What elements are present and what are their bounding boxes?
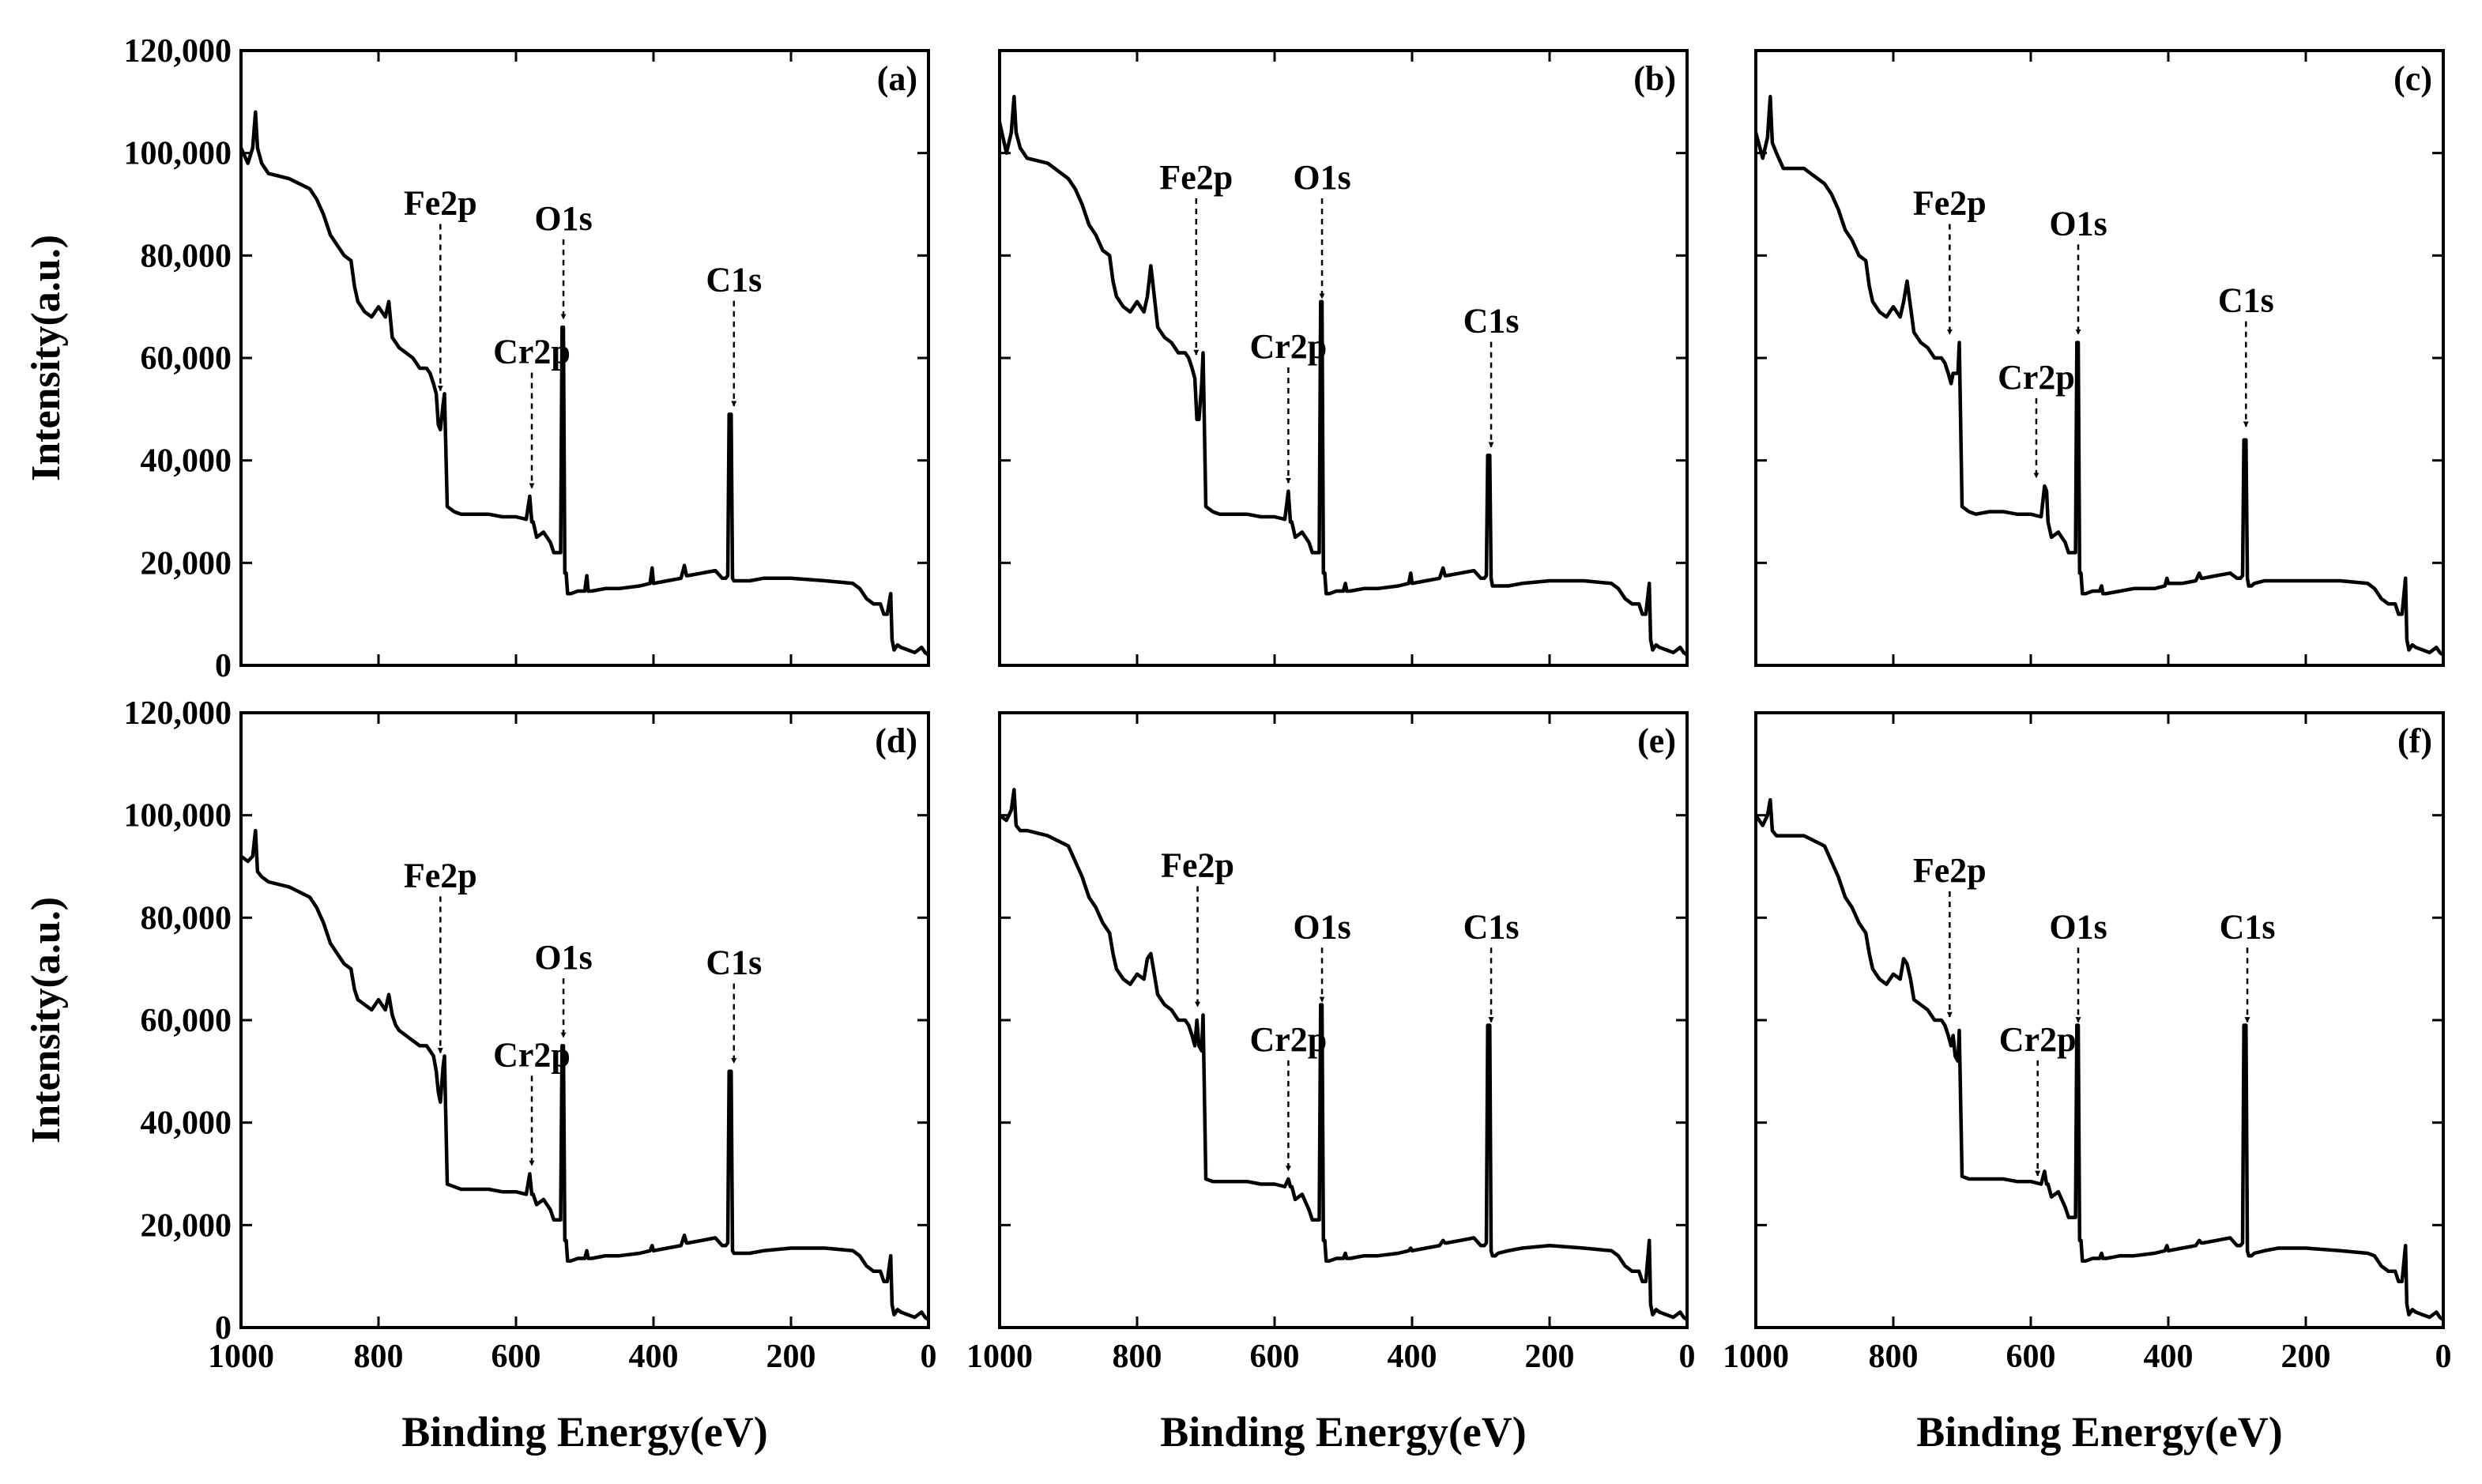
peak-label-c1s: C1s [706, 261, 762, 299]
spectrum-line [998, 788, 1689, 1322]
peak-label-c1s: C1s [1463, 302, 1520, 341]
y-tick-label: 40,000 [141, 1105, 232, 1142]
y-tick-label: 20,000 [141, 1207, 232, 1244]
x-tick-label: 200 [766, 1339, 816, 1375]
panel-a: 0 20,000 40,000 60,000 80,000 100,000 120,000 (… [24, 33, 930, 684]
y-tick-label: 100,000 [124, 136, 232, 172]
y-tick-label: 120,000 [124, 33, 232, 70]
y-tick-label: 0 [215, 1310, 232, 1347]
x-tick-label: 800 [1113, 1339, 1162, 1375]
x-axis-title: Binding Energy(eV) [1916, 1408, 2283, 1456]
x-tick-label: 1000 [966, 1339, 1033, 1375]
peak-label-o1s: O1s [1293, 907, 1350, 946]
panel-d: 0 20,000 40,000 60,000 80,000 100,000 120,000 1… [24, 695, 937, 1456]
peak-label-c1s: C1s [2220, 907, 2276, 946]
y-tick-label: 20,000 [141, 545, 232, 582]
x-tick-label: 400 [2144, 1339, 2194, 1375]
y-tick-label: 120,000 [124, 695, 232, 732]
x-tick-label: 1000 [208, 1339, 274, 1375]
panel-e: 1000 800 600 400 200 0 (e) Fe2p Cr2p O1s C1s Bindin… [966, 711, 1696, 1456]
y-tick-label: 80,000 [141, 900, 232, 936]
peak-label-cr2p: Cr2p [493, 1035, 571, 1074]
y-axis-title: Intensity(a.u.) [24, 897, 69, 1143]
plot-frame [1754, 711, 2445, 1329]
x-tick-label: 600 [492, 1339, 541, 1375]
peak-label-fe2p: Fe2p [1161, 846, 1234, 884]
x-tick-label: 0 [1679, 1339, 1696, 1375]
plot-frame [998, 711, 1689, 1329]
x-tick-label: 0 [2435, 1339, 2452, 1375]
panel-label: (c) [2393, 59, 2432, 98]
y-axis-title: Intensity(a.u.) [24, 235, 69, 481]
peak-label-cr2p: Cr2p [493, 332, 571, 371]
y-tick-label: 100,000 [124, 798, 232, 834]
x-tick-label: 600 [1250, 1339, 1300, 1375]
x-tick-label: 200 [1525, 1339, 1575, 1375]
panel-label: (e) [1637, 721, 1676, 760]
x-tick-label: 800 [354, 1339, 404, 1375]
spectrum-line [1754, 797, 2445, 1322]
plot-frame [239, 711, 930, 1329]
y-tick-label: 80,000 [141, 238, 232, 274]
x-tick-label: 600 [2006, 1339, 2056, 1375]
y-tick-label: 60,000 [141, 341, 232, 377]
peak-label-fe2p: Fe2p [1159, 158, 1233, 197]
peak-label-fe2p: Fe2p [1913, 183, 1987, 222]
peak-label-c1s: C1s [706, 944, 762, 982]
x-axis-title: Binding Energy(eV) [401, 1408, 768, 1456]
plot-frame [1754, 49, 2445, 667]
panel-label: (a) [877, 59, 917, 98]
plot-frame [998, 49, 1689, 667]
peak-label-c1s: C1s [1463, 907, 1520, 946]
panel-f: 1000 800 600 400 200 0 (f) Fe2p Cr2p O1s C1s Bindin… [1723, 711, 2452, 1456]
panel-b: (b) Fe2p Cr2p O1s C1s [997, 49, 1689, 667]
x-tick-label: 800 [1869, 1339, 1919, 1375]
peak-label-o1s: O1s [534, 199, 592, 238]
peak-label-o1s: O1s [1293, 158, 1350, 197]
peak-label-fe2p: Fe2p [1913, 851, 1987, 890]
spectrum-line [239, 110, 930, 657]
peak-label-cr2p: Cr2p [1999, 1020, 2077, 1059]
peak-label-fe2p: Fe2p [404, 856, 477, 895]
panel-c: (c) Fe2p Cr2p O1s C1s [1753, 49, 2445, 667]
peak-label-o1s: O1s [2049, 907, 2107, 946]
panel-label: (b) [1633, 59, 1676, 98]
x-tick-label: 400 [1388, 1339, 1437, 1375]
x-tick-label: 1000 [1723, 1339, 1789, 1375]
peak-label-fe2p: Fe2p [404, 183, 477, 222]
spectrum-line [239, 828, 930, 1322]
plot-frame [239, 49, 930, 667]
y-tick-label: 60,000 [141, 1003, 232, 1039]
x-tick-label: 0 [921, 1339, 937, 1375]
peak-label-o1s: O1s [2049, 204, 2107, 243]
peak-label-cr2p: Cr2p [1998, 358, 2075, 397]
x-tick-label: 200 [2281, 1339, 2331, 1375]
peak-label-cr2p: Cr2p [1250, 1020, 1328, 1059]
peak-label-cr2p: Cr2p [1250, 327, 1328, 366]
y-tick-label: 0 [215, 648, 232, 684]
peak-label-c1s: C1s [2218, 281, 2274, 320]
spectrum-line [1753, 95, 2445, 657]
panel-label: (f) [2397, 721, 2432, 760]
y-tick-label: 40,000 [141, 443, 232, 480]
panel-label: (d) [875, 721, 917, 760]
x-tick-label: 400 [629, 1339, 679, 1375]
spectrum-line [997, 95, 1689, 657]
peak-label-o1s: O1s [534, 938, 592, 977]
x-axis-title: Binding Energy(eV) [1160, 1408, 1527, 1456]
